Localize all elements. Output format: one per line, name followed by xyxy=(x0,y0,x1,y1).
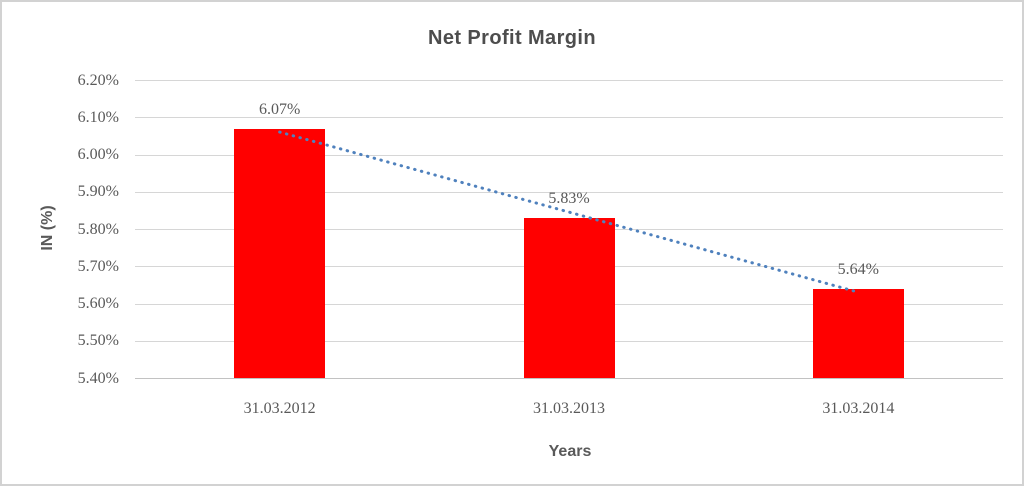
y-tick-label: 6.10% xyxy=(77,108,119,126)
y-tick-label: 6.00% xyxy=(77,146,119,163)
data-label: 5.83% xyxy=(548,190,590,208)
y-tick-label: 5.70% xyxy=(77,257,119,275)
chart-title: Net Profit Margin xyxy=(428,27,596,49)
gridline xyxy=(135,117,1003,119)
gridline xyxy=(135,80,1003,81)
y-tick-label: 6.20% xyxy=(77,71,119,89)
category-label: 31.03.2014 xyxy=(822,400,895,417)
bar-31.03.2013 xyxy=(523,218,615,379)
y-tick-label: 5.40% xyxy=(77,369,119,387)
category-label: 31.03.2013 xyxy=(533,400,605,417)
y-tick-label: 5.60% xyxy=(77,295,119,312)
data-label: 5.64% xyxy=(837,261,879,279)
data-label: 6.07% xyxy=(258,100,301,118)
bar-31.03.2014 xyxy=(812,289,904,379)
x-axis-title: Years xyxy=(548,443,592,460)
gridline xyxy=(135,378,1003,379)
y-tick-label: 5.90% xyxy=(77,183,119,201)
bar-31.03.2012 xyxy=(234,128,326,379)
y-tick-label: 5.80% xyxy=(77,220,119,238)
category-label: 31.03.2012 xyxy=(243,400,316,417)
y-tick-label: 5.50% xyxy=(77,332,119,350)
